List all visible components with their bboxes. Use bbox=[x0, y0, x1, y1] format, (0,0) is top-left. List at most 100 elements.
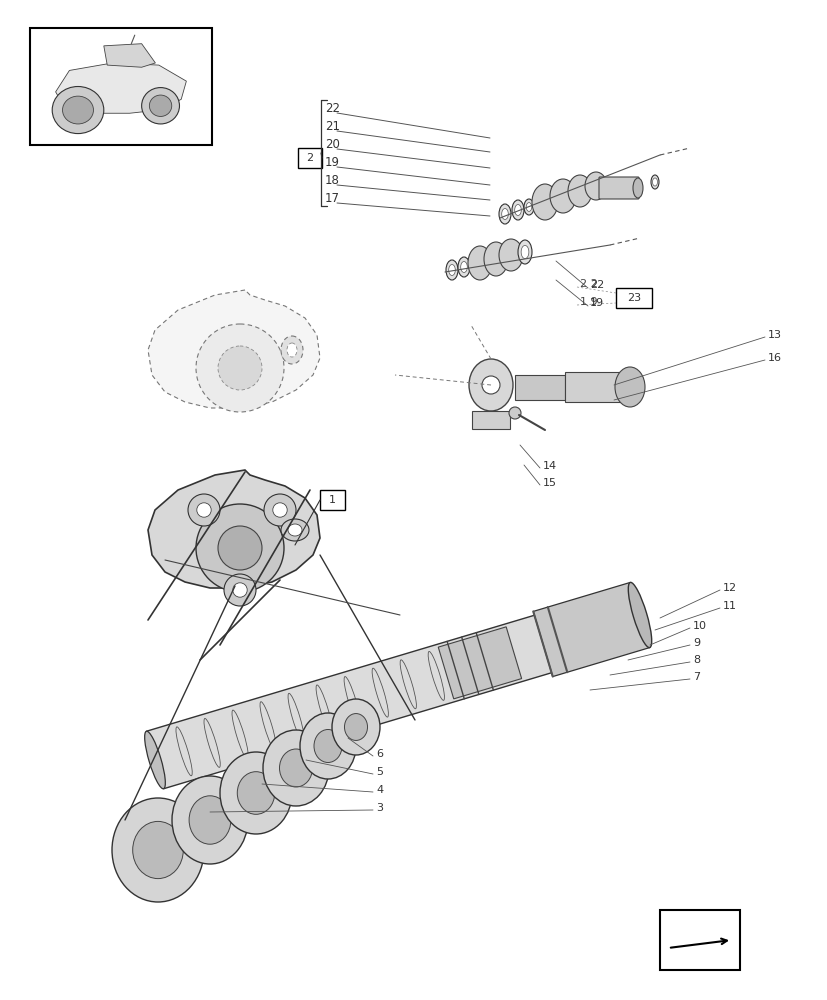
Ellipse shape bbox=[220, 752, 292, 834]
Ellipse shape bbox=[467, 246, 491, 280]
Bar bbox=[298, 148, 322, 168]
Ellipse shape bbox=[280, 336, 303, 364]
Text: 2 2: 2 2 bbox=[579, 279, 597, 289]
Ellipse shape bbox=[499, 204, 510, 224]
Text: 5: 5 bbox=[375, 767, 383, 777]
Text: 22: 22 bbox=[590, 280, 604, 290]
Circle shape bbox=[272, 503, 287, 517]
Polygon shape bbox=[103, 44, 155, 67]
Ellipse shape bbox=[532, 184, 557, 220]
Text: 10: 10 bbox=[692, 621, 706, 631]
Ellipse shape bbox=[263, 730, 328, 806]
Ellipse shape bbox=[280, 749, 312, 787]
Ellipse shape bbox=[63, 96, 93, 124]
Ellipse shape bbox=[514, 205, 521, 216]
Text: 4: 4 bbox=[375, 785, 383, 795]
Text: 18: 18 bbox=[325, 174, 339, 187]
Text: 23: 23 bbox=[626, 293, 640, 303]
Text: 6: 6 bbox=[375, 749, 383, 759]
Text: 1: 1 bbox=[328, 495, 336, 505]
Text: 8: 8 bbox=[692, 655, 700, 665]
Text: 3: 3 bbox=[375, 803, 383, 813]
Ellipse shape bbox=[632, 178, 643, 198]
Ellipse shape bbox=[511, 200, 523, 220]
Ellipse shape bbox=[629, 586, 649, 644]
Polygon shape bbox=[533, 582, 649, 677]
Text: 20: 20 bbox=[325, 138, 339, 151]
Ellipse shape bbox=[614, 367, 644, 407]
Circle shape bbox=[481, 376, 500, 394]
Bar bbox=[30, 28, 212, 145]
Bar bbox=[659, 910, 739, 970]
Ellipse shape bbox=[549, 179, 576, 213]
Circle shape bbox=[224, 574, 256, 606]
Ellipse shape bbox=[460, 261, 466, 272]
Ellipse shape bbox=[172, 776, 248, 864]
Text: 19: 19 bbox=[590, 298, 604, 308]
Polygon shape bbox=[146, 586, 648, 789]
Ellipse shape bbox=[484, 242, 508, 276]
Ellipse shape bbox=[313, 730, 342, 762]
Ellipse shape bbox=[652, 178, 657, 186]
Ellipse shape bbox=[567, 175, 591, 207]
Ellipse shape bbox=[585, 172, 606, 200]
Ellipse shape bbox=[112, 798, 203, 902]
Polygon shape bbox=[437, 627, 521, 699]
Ellipse shape bbox=[457, 257, 470, 277]
Text: 13: 13 bbox=[767, 330, 781, 340]
Ellipse shape bbox=[518, 240, 532, 264]
Bar bbox=[564, 372, 629, 402]
Circle shape bbox=[196, 324, 284, 412]
Polygon shape bbox=[55, 63, 186, 113]
Ellipse shape bbox=[189, 796, 231, 844]
Bar bbox=[319, 490, 345, 510]
Polygon shape bbox=[471, 411, 509, 429]
Ellipse shape bbox=[446, 260, 457, 280]
Ellipse shape bbox=[288, 524, 302, 536]
Ellipse shape bbox=[141, 88, 179, 124]
Text: 11: 11 bbox=[722, 601, 736, 611]
Ellipse shape bbox=[299, 713, 356, 779]
Ellipse shape bbox=[526, 203, 531, 211]
Polygon shape bbox=[148, 290, 319, 408]
Circle shape bbox=[197, 503, 211, 517]
FancyBboxPatch shape bbox=[598, 177, 638, 199]
Bar bbox=[514, 375, 564, 400]
Ellipse shape bbox=[149, 95, 171, 116]
Ellipse shape bbox=[501, 209, 508, 220]
Text: 14: 14 bbox=[543, 461, 557, 471]
Ellipse shape bbox=[650, 175, 658, 189]
Text: 1 9: 1 9 bbox=[579, 297, 597, 307]
Ellipse shape bbox=[287, 343, 297, 357]
Circle shape bbox=[188, 494, 220, 526]
Text: 17: 17 bbox=[325, 192, 340, 205]
Text: 21: 21 bbox=[325, 120, 340, 133]
Circle shape bbox=[264, 494, 295, 526]
Ellipse shape bbox=[237, 772, 275, 814]
Ellipse shape bbox=[132, 821, 183, 879]
Ellipse shape bbox=[280, 519, 308, 541]
Text: 12: 12 bbox=[722, 583, 736, 593]
Ellipse shape bbox=[468, 359, 513, 411]
Circle shape bbox=[232, 583, 247, 597]
Ellipse shape bbox=[332, 699, 380, 755]
Polygon shape bbox=[148, 470, 319, 588]
Ellipse shape bbox=[520, 245, 528, 259]
Ellipse shape bbox=[499, 239, 523, 271]
Text: 2: 2 bbox=[306, 153, 313, 163]
Ellipse shape bbox=[523, 199, 533, 215]
Ellipse shape bbox=[448, 264, 455, 275]
Circle shape bbox=[509, 407, 520, 419]
Bar bbox=[615, 288, 651, 308]
Ellipse shape bbox=[145, 731, 165, 789]
Text: 22: 22 bbox=[325, 102, 340, 115]
Text: 15: 15 bbox=[543, 478, 557, 488]
Circle shape bbox=[218, 346, 261, 390]
Text: 7: 7 bbox=[692, 672, 700, 682]
Ellipse shape bbox=[52, 87, 103, 134]
Text: 19: 19 bbox=[325, 156, 340, 169]
Text: 9: 9 bbox=[692, 638, 700, 648]
Circle shape bbox=[196, 504, 284, 592]
Text: 16: 16 bbox=[767, 353, 781, 363]
Circle shape bbox=[218, 526, 261, 570]
